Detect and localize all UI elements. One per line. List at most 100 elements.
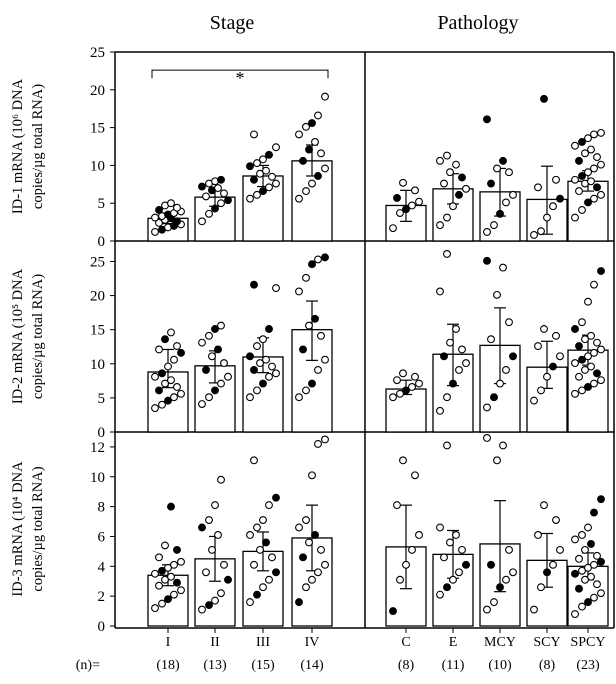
data-point-open (259, 583, 267, 592)
data-point-filled (308, 119, 316, 128)
data-point-open (211, 596, 219, 605)
data-point-filled (483, 115, 491, 124)
data-point-filled (158, 369, 166, 378)
data-point-filled (490, 393, 498, 402)
data-point-filled (443, 583, 451, 592)
data-point-filled (593, 183, 601, 192)
data-point-filled (578, 138, 586, 146)
y-tick-label: 15 (90, 121, 105, 137)
y-tick-label: 20 (90, 289, 105, 305)
data-point-open (597, 345, 605, 354)
data-point-open (155, 218, 163, 227)
y-tick-label: 25 (90, 254, 105, 270)
data-point-open (253, 190, 261, 199)
data-point-open (575, 554, 583, 563)
data-point-filled (584, 383, 592, 391)
data-point-open (205, 209, 213, 218)
data-point-filled (211, 204, 219, 213)
n-value: (11) (442, 658, 465, 673)
data-point-open (262, 166, 270, 175)
data-point-open (483, 227, 491, 236)
data-point-open (399, 369, 407, 378)
x-tick-label: SPCY (570, 635, 605, 650)
data-point-open (205, 331, 213, 340)
data-point-filled (455, 190, 463, 199)
data-point-filled (167, 502, 175, 511)
data-point-filled (587, 539, 595, 548)
data-point-open (308, 471, 316, 480)
data-point-filled (575, 342, 583, 350)
data-point-open (295, 194, 303, 203)
y-tick-label: 5 (98, 196, 106, 212)
data-point-open (446, 168, 454, 177)
y-axis-label: copies/µg total RNA) (30, 84, 46, 209)
data-point-open (224, 372, 232, 381)
y-tick-label: 15 (90, 323, 105, 339)
data-point-open (587, 177, 595, 186)
data-point-open (458, 545, 466, 554)
data-point-filled (440, 352, 448, 361)
data-point-filled (224, 575, 232, 584)
data-point-open (411, 471, 419, 480)
data-point-open (295, 287, 303, 296)
data-point-open (217, 321, 225, 330)
data-point-filled (246, 162, 254, 171)
data-point-open (396, 209, 404, 217)
data-point-open (302, 187, 310, 196)
data-point-open (314, 365, 322, 374)
data-point-open (590, 379, 598, 388)
data-point-filled (259, 379, 267, 388)
data-point-open (534, 183, 542, 192)
data-point-open (590, 130, 598, 139)
data-point-open (265, 372, 273, 381)
data-point-open (399, 178, 407, 187)
x-tick-label: SCY (533, 635, 560, 650)
data-point-filled (540, 94, 548, 103)
data-point-filled (597, 557, 605, 566)
data-point-open (483, 434, 491, 442)
data-point-open (571, 213, 579, 222)
data-point-open (493, 290, 501, 299)
data-point-filled (173, 217, 181, 226)
data-point-open (443, 441, 451, 450)
data-point-filled (224, 196, 232, 205)
data-point-open (177, 586, 185, 595)
data-point-open (217, 199, 225, 208)
data-point-open (462, 359, 470, 368)
data-point-open (250, 560, 258, 569)
data-point-open (321, 164, 329, 173)
data-point-open (505, 545, 513, 554)
data-point-filled (177, 348, 185, 357)
data-point-open (590, 194, 598, 203)
data-point-open (170, 355, 178, 364)
n-value: (8) (539, 658, 556, 673)
data-point-open (537, 583, 545, 592)
data-point-open (587, 331, 595, 340)
data-point-open (205, 393, 213, 402)
data-point-filled (496, 209, 504, 218)
data-point-open (393, 501, 401, 510)
data-point-open (587, 362, 595, 371)
data-point-filled (305, 145, 313, 154)
data-point-open (170, 590, 178, 599)
data-point-filled (214, 345, 222, 354)
data-point-open (167, 328, 175, 337)
data-point-open (256, 545, 264, 554)
data-point-open (259, 155, 267, 164)
data-point-open (436, 221, 444, 230)
data-point-filled (575, 584, 583, 593)
data-point-filled (173, 545, 181, 554)
data-point-filled (543, 568, 551, 577)
data-point-open (214, 184, 222, 193)
x-tick-label: IV (305, 635, 320, 650)
data-point-open (446, 338, 454, 347)
data-point-filled (262, 538, 270, 547)
data-point-filled (402, 386, 410, 395)
y-tick-label: 5 (98, 391, 106, 407)
data-point-open (302, 122, 310, 131)
data-point-open (590, 280, 598, 289)
data-point-open (597, 128, 605, 137)
data-point-open (305, 321, 313, 330)
data-point-open (578, 566, 586, 575)
data-point-open (173, 342, 181, 350)
